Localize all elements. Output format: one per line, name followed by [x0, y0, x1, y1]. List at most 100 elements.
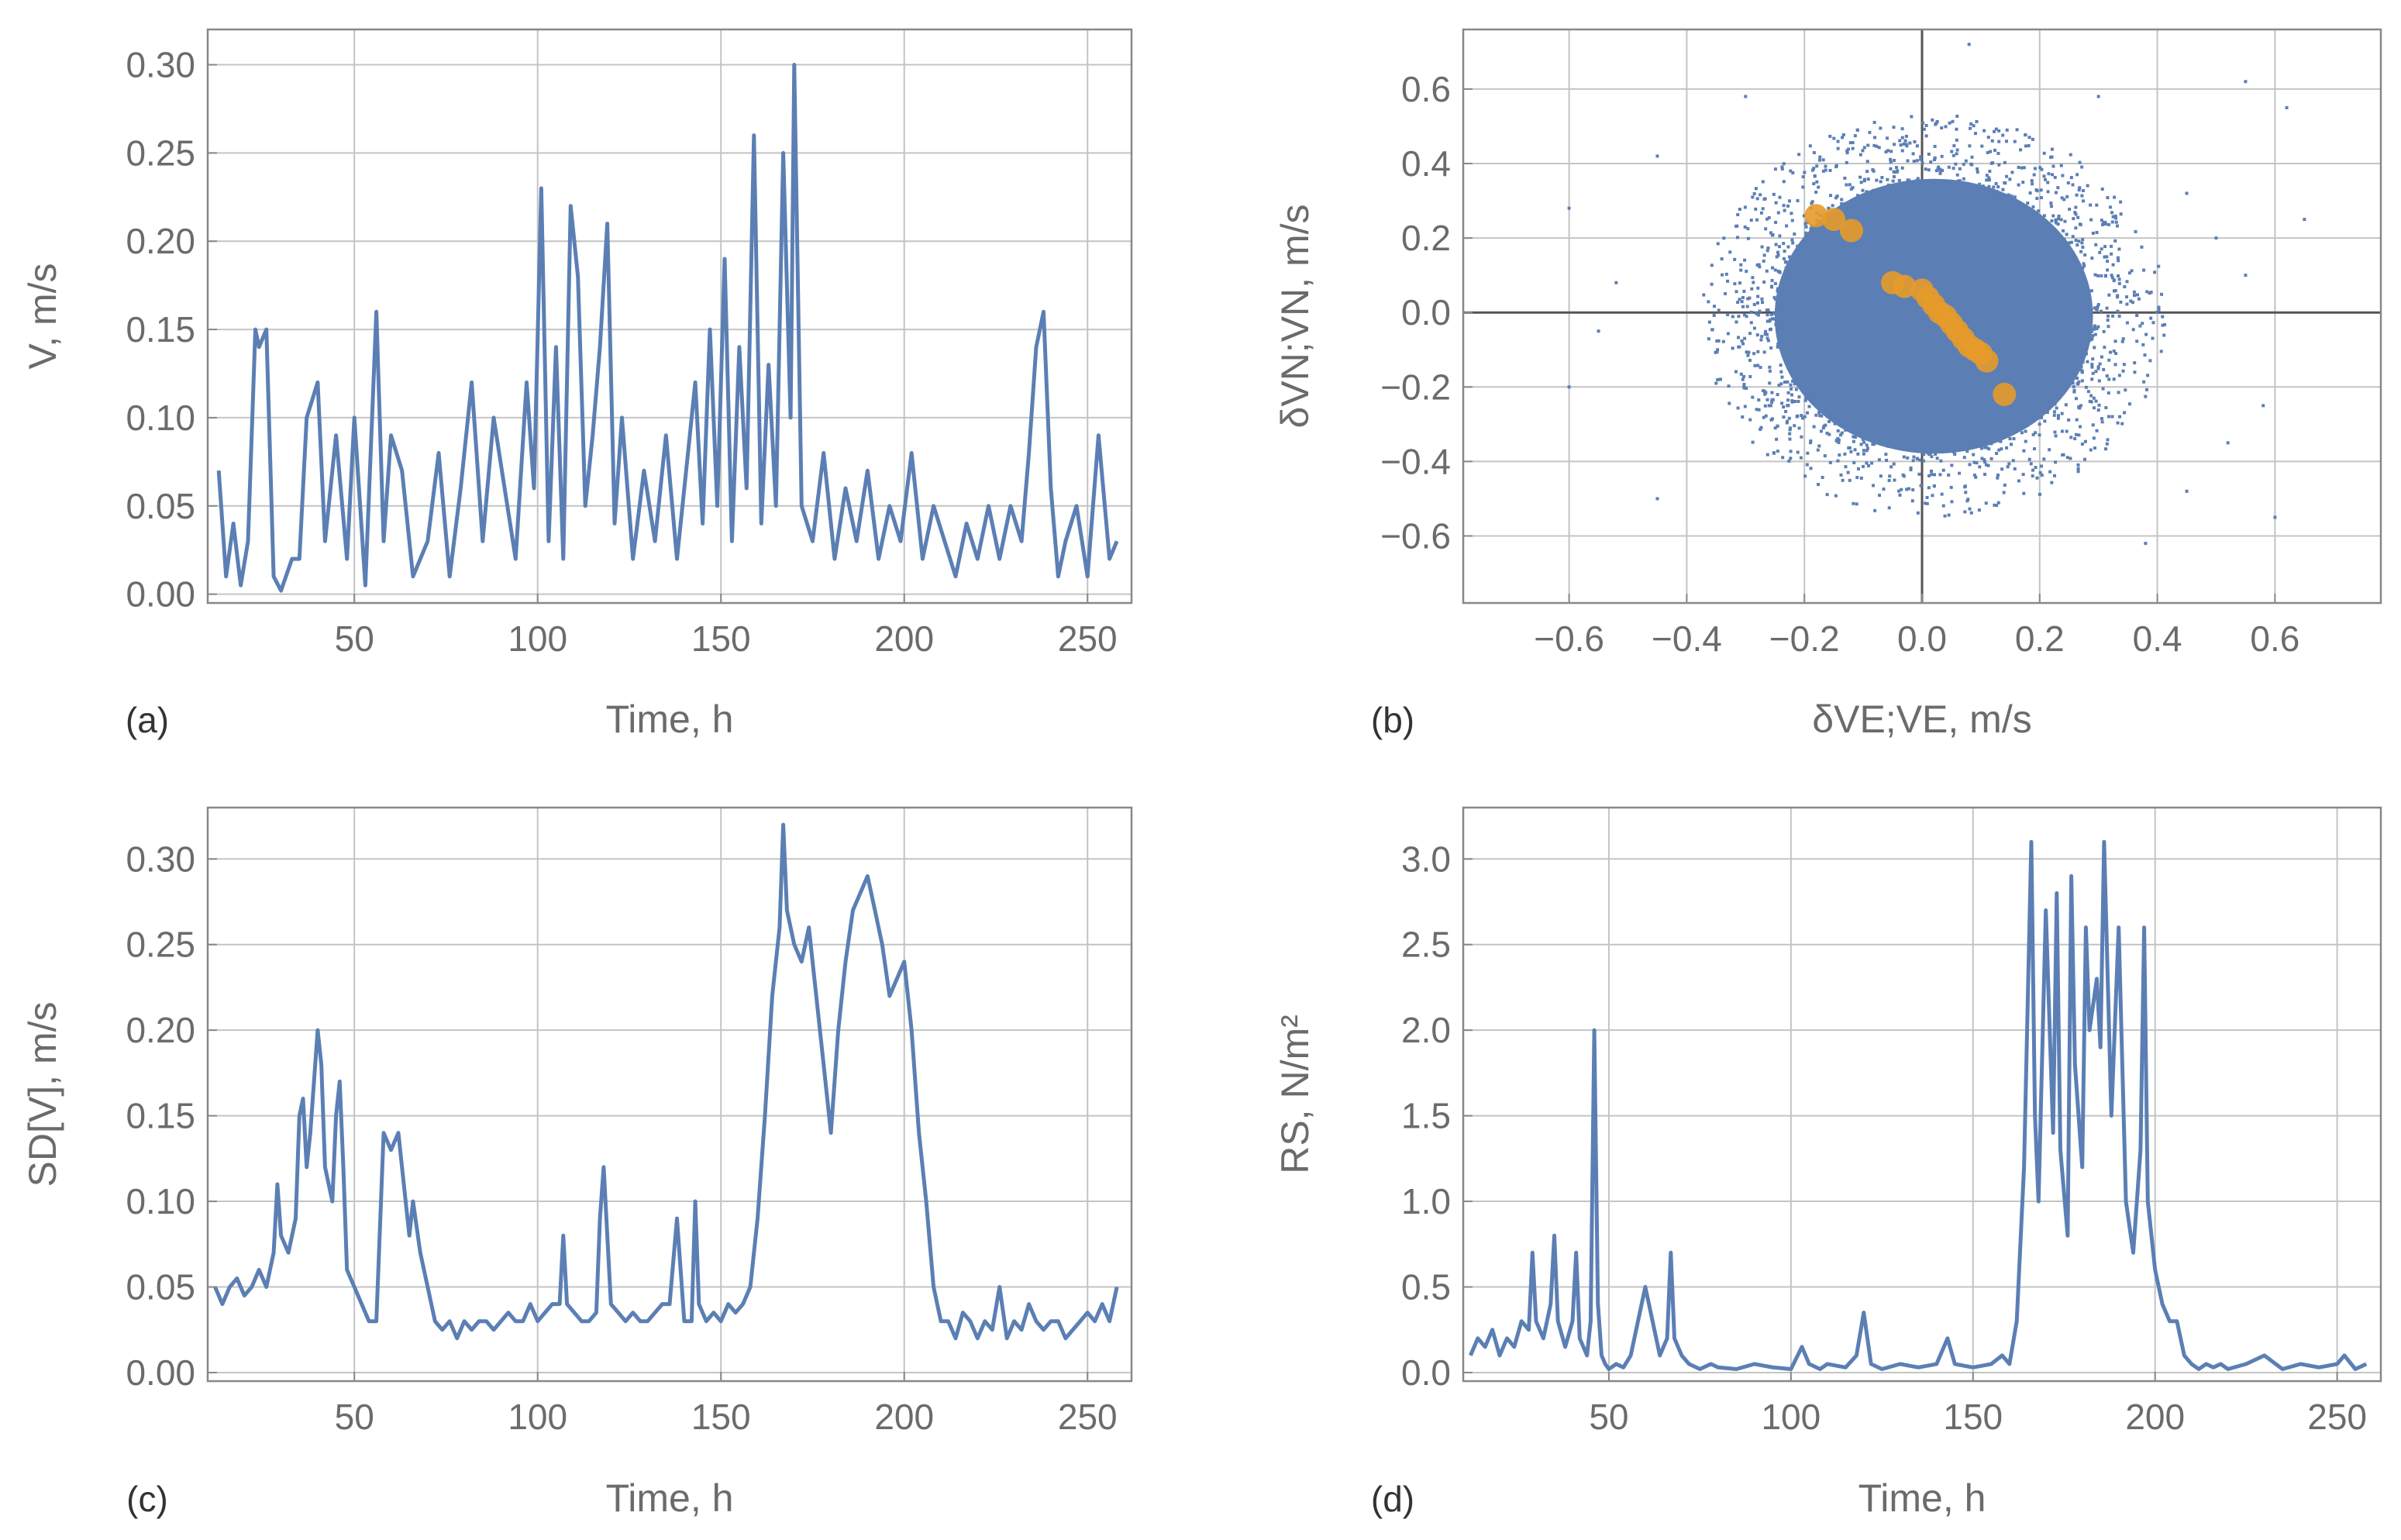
scatter-point	[2031, 432, 2035, 436]
y-axis-label: RS, N/m²	[1273, 1015, 1317, 1174]
scatter-point	[1893, 170, 1896, 174]
scatter-point	[1913, 140, 1917, 143]
scatter-point	[1821, 426, 1825, 430]
scatter-point	[1786, 419, 1790, 423]
scatter-point	[1738, 208, 1741, 212]
scatter-point	[2144, 332, 2148, 336]
scatter-point	[1978, 465, 1982, 469]
scatter-point	[1740, 339, 1744, 343]
scatter-point	[2069, 240, 2073, 244]
y-tick-label: −0.2	[1380, 367, 1451, 407]
scatter-point	[1861, 188, 1865, 192]
scatter-point	[1834, 164, 1838, 167]
scatter-point	[2062, 229, 2065, 233]
scatter-point	[2140, 245, 2144, 249]
scatter-point	[1790, 365, 1794, 369]
scatter-point	[2132, 290, 2136, 294]
scatter-point	[1796, 377, 1800, 381]
scatter-point	[1908, 446, 1912, 450]
scatter-point	[2085, 305, 2089, 308]
scatter-point	[2031, 205, 2035, 209]
scatter-point	[1862, 146, 1866, 150]
scatter-point	[1908, 141, 1912, 145]
scatter-point	[2104, 447, 2108, 451]
scatter-point	[1906, 456, 1910, 460]
y-tick-label: 0.10	[126, 1181, 195, 1221]
scatter-point	[1779, 293, 1783, 297]
scatter-point	[1762, 197, 1766, 201]
scatter-point	[1768, 319, 1772, 323]
scatter-point	[1847, 201, 1851, 205]
panel-c: 50 100 150 200 250 0.00 0.05 0.10 0.15 0.20 0.25 0.…	[21, 806, 1133, 1520]
scatter-point	[2043, 419, 2047, 423]
scatter-point	[2051, 214, 2055, 218]
scatter-point	[2081, 266, 2085, 270]
scatter-point	[1791, 241, 1795, 245]
scatter-point	[2079, 358, 2082, 362]
scatter-point	[1856, 428, 1860, 432]
scatter-point	[1712, 305, 1716, 308]
y-axis-label: V, m/s	[21, 263, 64, 369]
scatter-point	[1853, 134, 1857, 138]
scatter-point	[2082, 354, 2086, 358]
scatter-point	[1782, 405, 1786, 409]
scatter-point	[1764, 227, 1768, 231]
scatter-point	[1906, 178, 1910, 182]
scatter-point	[1881, 440, 1885, 444]
scatter-point	[1900, 166, 1904, 170]
scatter-point	[2096, 305, 2100, 308]
y-tick-label: 0.20	[126, 221, 195, 261]
scatter-point	[2089, 338, 2093, 342]
scatter-point	[2106, 260, 2110, 264]
scatter-point	[1742, 382, 1746, 386]
scatter-point	[2014, 425, 2018, 429]
scatter-point	[1759, 366, 1762, 370]
x-tick-label: 50	[335, 618, 374, 659]
scatter-point	[1917, 472, 1921, 476]
scatter-point	[1982, 129, 1986, 133]
scatter-point	[2095, 230, 2099, 234]
y-tick-label: 2.5	[1401, 925, 1451, 965]
scatter-point	[1851, 186, 1855, 190]
scatter-point	[2048, 470, 2052, 474]
scatter-point	[2065, 429, 2069, 433]
scatter-point	[1867, 463, 1871, 467]
scatter-point	[2044, 220, 2048, 224]
scatter-point	[1772, 312, 1776, 315]
scatter-point	[2102, 329, 2106, 333]
scatter-point	[1841, 422, 1845, 426]
scatter-point	[1862, 431, 1866, 435]
scatter-point	[1776, 289, 1779, 293]
scatter-point	[1825, 415, 1829, 419]
scatter-point	[1993, 503, 1996, 507]
scatter-point	[1718, 377, 1722, 381]
scatter-point	[1788, 428, 1792, 432]
scatter-point	[2066, 181, 2070, 185]
scatter-point	[2161, 315, 2165, 319]
scatter-point	[2095, 327, 2099, 331]
scatter-point	[1824, 168, 1827, 172]
scatter-point	[1975, 461, 1979, 465]
scatter-point	[1927, 486, 1931, 490]
scatter-point	[2003, 432, 2007, 436]
scatter-point	[1924, 501, 1927, 505]
scatter-point	[1893, 143, 1896, 146]
scatter-point	[2031, 474, 2034, 478]
scatter-point	[1731, 315, 1734, 319]
scatter-point	[2042, 214, 2046, 218]
scatter-point	[2100, 420, 2104, 424]
scatter-point	[2008, 177, 2012, 181]
scatter-point	[1859, 476, 1863, 480]
scatter-point	[2068, 256, 2072, 260]
scatter-point	[2046, 226, 2050, 230]
scatter-point	[1818, 155, 1822, 159]
scatter-point	[1844, 421, 1848, 425]
scatter-point	[1954, 184, 1958, 188]
scatter-point	[1865, 449, 1869, 453]
scatter-point	[2054, 218, 2058, 222]
scatter-point	[1756, 286, 1760, 290]
scatter-point	[1716, 377, 1720, 381]
scatter-point	[1951, 119, 1955, 123]
scatter-point	[1765, 217, 1769, 221]
scatter-point	[1955, 127, 1958, 131]
